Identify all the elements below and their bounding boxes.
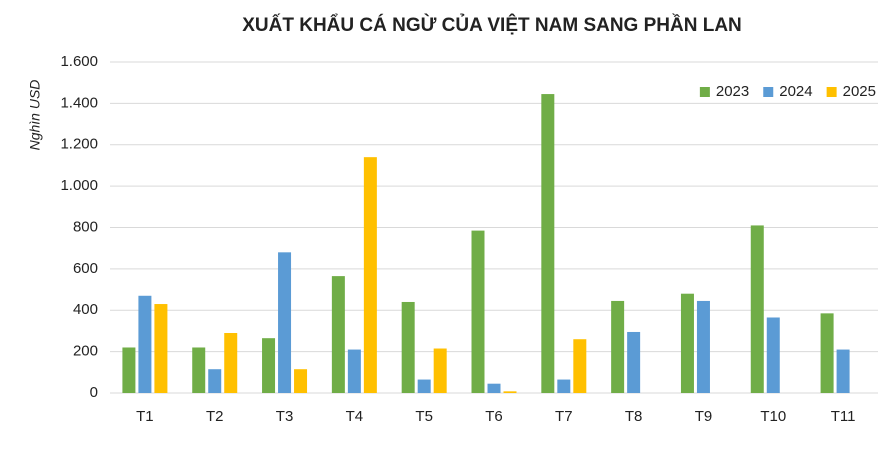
legend-label: 2025 bbox=[843, 83, 876, 100]
bar bbox=[680, 293, 694, 393]
y-tick-label: 1.400 bbox=[60, 94, 98, 111]
bar bbox=[573, 339, 587, 393]
x-tick-label: T5 bbox=[415, 408, 433, 425]
x-tick-label: T6 bbox=[485, 408, 503, 425]
bar bbox=[331, 276, 345, 393]
bar bbox=[192, 347, 206, 393]
x-tick-label: T8 bbox=[625, 408, 643, 425]
y-tick-label: 600 bbox=[73, 260, 98, 277]
bar bbox=[208, 369, 222, 393]
bar bbox=[401, 301, 415, 393]
y-tick-label: 0 bbox=[90, 384, 98, 401]
legend-swatch bbox=[826, 87, 837, 97]
bar bbox=[557, 379, 571, 393]
bar bbox=[503, 391, 517, 393]
bar bbox=[363, 157, 377, 393]
bar bbox=[154, 304, 168, 393]
x-tick-label: T9 bbox=[695, 408, 713, 425]
x-tick-label: T3 bbox=[276, 408, 294, 425]
legend-label: 2024 bbox=[779, 83, 812, 100]
bar bbox=[766, 317, 780, 393]
bar bbox=[433, 348, 447, 393]
bar bbox=[262, 338, 276, 393]
bar bbox=[541, 94, 555, 394]
bar bbox=[696, 300, 710, 393]
bar bbox=[224, 333, 238, 393]
bar bbox=[487, 383, 501, 393]
y-tick-label: 1.000 bbox=[60, 177, 98, 194]
bar bbox=[138, 295, 152, 393]
y-tick-label: 400 bbox=[73, 301, 98, 318]
bar bbox=[627, 331, 641, 393]
x-tick-label: T4 bbox=[346, 408, 364, 425]
y-tick-label: 1.200 bbox=[60, 136, 98, 153]
bar bbox=[471, 230, 485, 393]
bar bbox=[294, 369, 308, 393]
y-tick-label: 200 bbox=[73, 343, 98, 360]
legend-swatch bbox=[763, 87, 774, 97]
legend-swatch bbox=[699, 87, 710, 97]
bar bbox=[750, 225, 764, 393]
bar bbox=[611, 300, 625, 393]
x-tick-label: T1 bbox=[136, 408, 154, 425]
x-tick-label: T7 bbox=[555, 408, 573, 425]
x-tick-label: T10 bbox=[760, 408, 786, 425]
bar bbox=[347, 349, 361, 393]
bar bbox=[278, 252, 292, 393]
y-axis-label: Nghìn USD bbox=[27, 80, 43, 151]
y-tick-label: 800 bbox=[73, 218, 98, 235]
chart-title: XUẤT KHẨU CÁ NGỪ CỦA VIỆT NAM SANG PHẦN … bbox=[242, 14, 742, 36]
bar bbox=[820, 313, 834, 393]
bar bbox=[417, 379, 431, 393]
y-tick-label: 1.600 bbox=[60, 53, 98, 70]
legend-label: 2023 bbox=[716, 83, 749, 100]
x-tick-label: T2 bbox=[206, 408, 224, 425]
x-tick-label: T11 bbox=[831, 408, 856, 425]
bar bbox=[836, 349, 850, 393]
bar bbox=[122, 347, 136, 393]
